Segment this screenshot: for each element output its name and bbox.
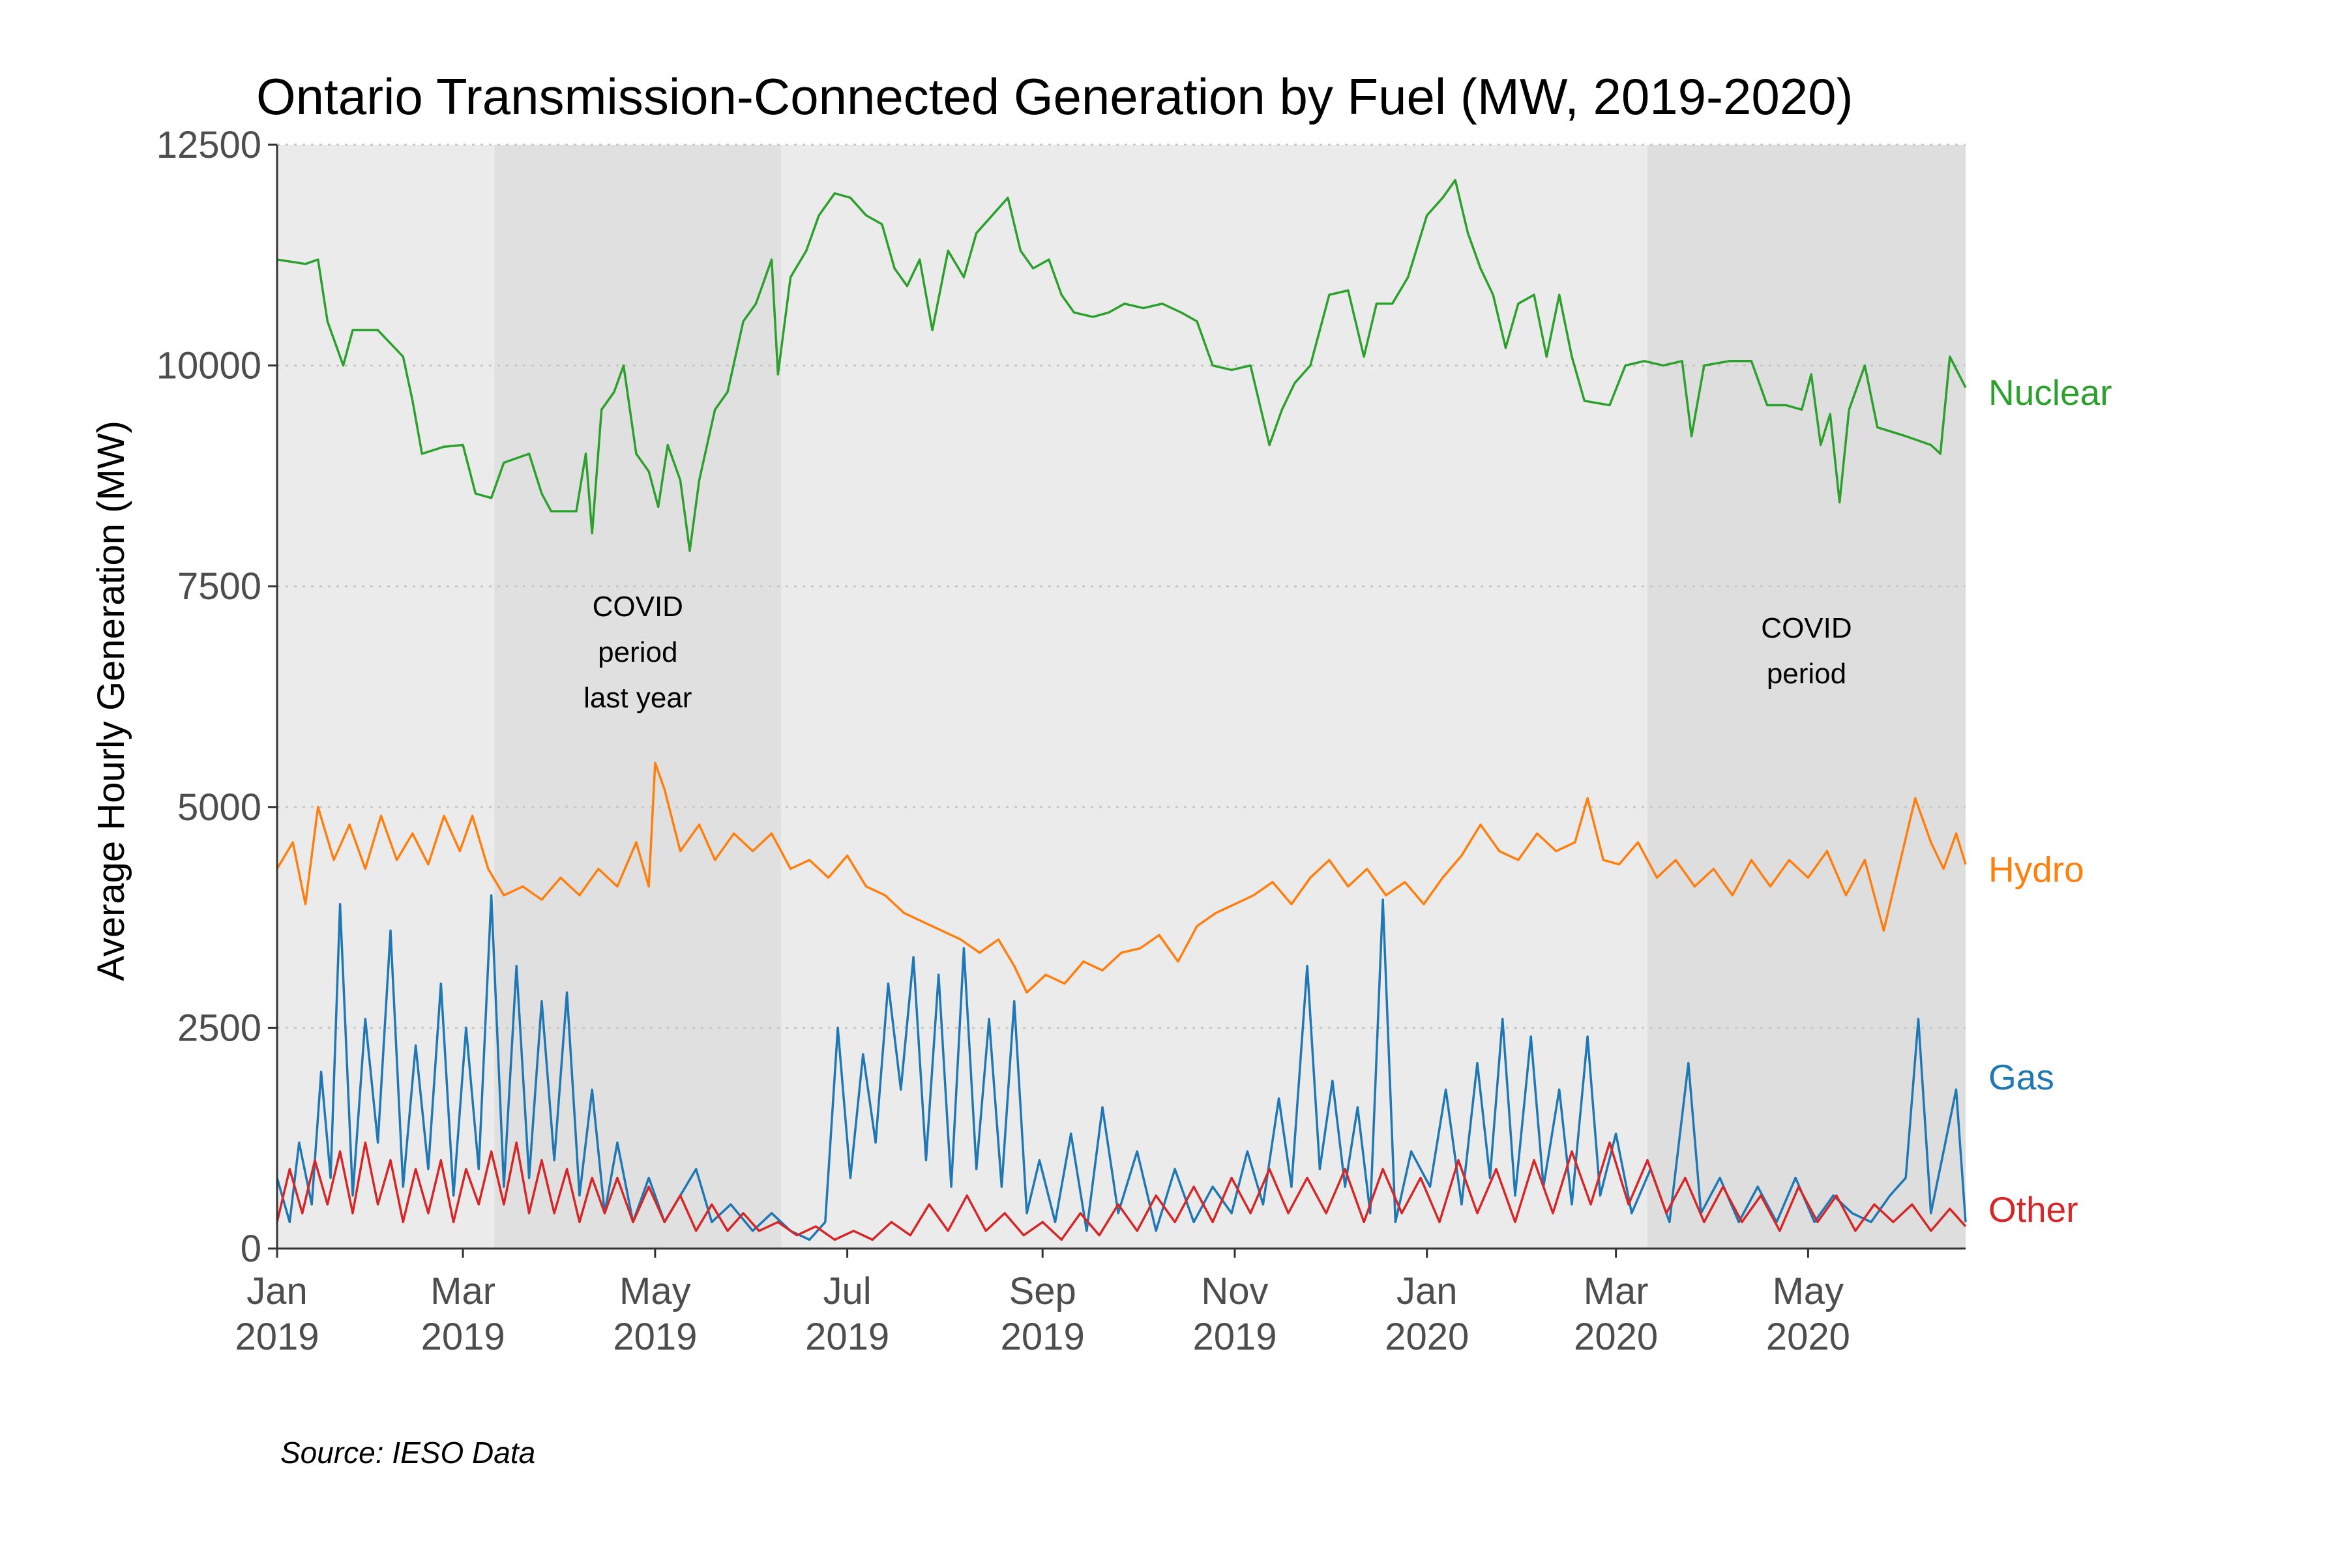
x-tick-label-month-8: May [1773, 1270, 1844, 1312]
source-note: Source: IESO Data [280, 1436, 535, 1470]
x-tick-label-year-6: 2020 [1385, 1316, 1469, 1358]
y-axis-label: Average Hourly Generation (MW) [90, 421, 132, 981]
series-label-hydro: Hydro [1988, 850, 2084, 890]
series-label-nuclear: Nuclear [1988, 372, 2112, 413]
x-tick-label-year-5: 2019 [1192, 1316, 1277, 1358]
x-tick-label-month-4: Sep [1009, 1270, 1076, 1312]
x-tick-label-year-2: 2019 [613, 1316, 697, 1358]
y-tick-label-0: 0 [241, 1228, 261, 1270]
shaded-region-0 [494, 145, 782, 1249]
x-tick-label-year-1: 2019 [421, 1316, 505, 1358]
x-tick-label-month-2: May [619, 1270, 691, 1312]
series-label-other: Other [1988, 1189, 2078, 1230]
x-tick-label-month-3: Jul [823, 1270, 872, 1312]
chart-title: Ontario Transmission-Connected Generatio… [256, 68, 1853, 125]
y-tick-label-5: 12500 [156, 124, 261, 166]
x-tick-label-month-0: Jan [246, 1270, 308, 1312]
shaded-region-0-label-1: period [598, 636, 677, 668]
x-tick-label-year-3: 2019 [805, 1316, 889, 1358]
y-tick-label-1: 2500 [177, 1007, 261, 1049]
y-tick-label-2: 5000 [177, 786, 261, 829]
shaded-region-0-label-0: COVID [593, 591, 683, 623]
series-line-gas [276, 894, 1967, 1241]
series-line-hydro [276, 762, 1967, 994]
x-tick-label-month-6: Jan [1396, 1270, 1458, 1312]
shaded-region-1-label-1: period [1767, 658, 1846, 690]
shaded-region-0-label-2: last year [583, 682, 692, 714]
x-tick-label-month-1: Mar [430, 1270, 495, 1312]
x-tick-label-year-4: 2019 [1001, 1316, 1085, 1358]
y-tick-label-4: 10000 [156, 345, 261, 387]
shaded-region-1-label-0: COVID [1761, 612, 1852, 644]
series-line-nuclear [276, 179, 1967, 552]
y-tick-label-3: 7500 [177, 565, 261, 608]
x-tick-label-month-7: Mar [1584, 1270, 1649, 1312]
series-line-other [276, 1141, 1967, 1241]
x-tick-label-year-0: 2019 [235, 1316, 319, 1358]
x-tick-label-month-5: Nov [1201, 1270, 1268, 1312]
x-tick-label-year-8: 2020 [1766, 1316, 1850, 1358]
shaded-region-1 [1647, 145, 1966, 1249]
x-tick-label-year-7: 2020 [1574, 1316, 1658, 1358]
series-label-gas: Gas [1988, 1057, 2054, 1097]
